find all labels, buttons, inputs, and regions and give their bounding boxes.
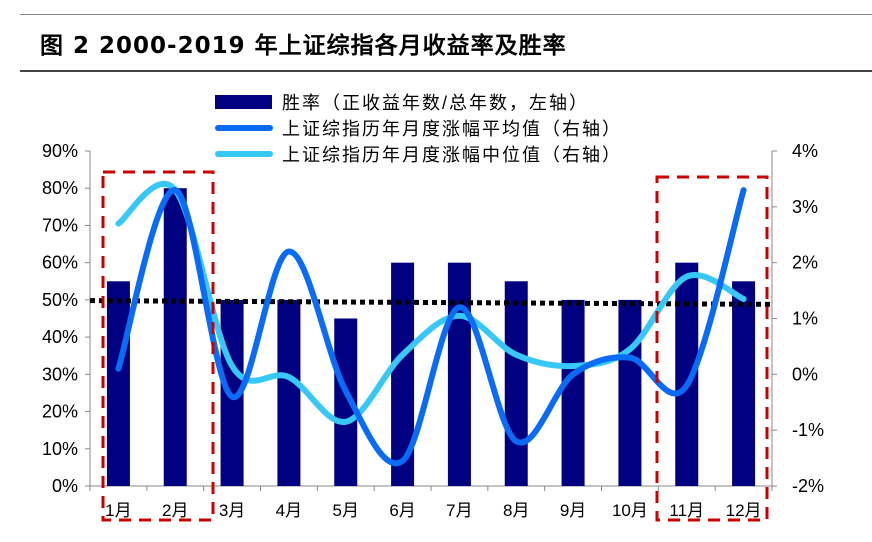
left-tick-label: 20% (42, 402, 78, 422)
x-tick-label: 1月 (105, 501, 131, 520)
bar (334, 318, 358, 486)
right-tick-label: 2% (792, 253, 818, 273)
right-tick-label: 3% (792, 197, 818, 217)
mean-line (115, 187, 747, 467)
x-tick-label: 5月 (333, 501, 359, 520)
top-rule (20, 14, 872, 15)
bar (277, 299, 301, 486)
legend-swatch-bar (215, 95, 272, 109)
right-tick-label: 1% (792, 309, 818, 329)
left-tick-label: 30% (42, 364, 78, 384)
left-tick-label: 70% (42, 215, 78, 235)
bar (675, 262, 699, 486)
x-tick-label: 7月 (446, 501, 472, 520)
title-rule (20, 70, 872, 72)
highlight-box-jan-feb (101, 170, 215, 522)
x-tick-label: 9月 (560, 501, 586, 520)
right-tick-label: 4% (792, 141, 818, 161)
x-tick-label: 10月 (612, 501, 648, 520)
bar (732, 281, 756, 486)
left-tick-label: 80% (42, 178, 78, 198)
left-tick-label: 60% (42, 253, 78, 273)
bar (561, 299, 585, 486)
legend-label: 胜率（正收益年数/总年数，左轴） (282, 93, 589, 113)
highlight-box-nov-dec (655, 175, 769, 522)
x-tick-label: 3月 (219, 501, 245, 520)
right-tick-label: -1% (792, 420, 824, 440)
bar (163, 188, 187, 486)
x-tick-label: 8月 (503, 501, 529, 520)
right-tick-label: -2% (792, 476, 824, 496)
left-tick-label: 90% (42, 141, 78, 161)
bar (106, 281, 130, 486)
right-tick-label: 0% (792, 364, 818, 384)
bar (504, 281, 528, 486)
x-tick-label: 11月 (669, 501, 704, 520)
left-tick-label: 10% (42, 439, 78, 459)
left-tick-label: 0% (52, 476, 78, 496)
legend-label: 上证综指历年月度涨幅平均值（右轴） (282, 119, 622, 139)
left-tick-label: 40% (42, 327, 78, 347)
left-tick-label: 50% (42, 290, 78, 310)
bar (447, 262, 471, 486)
legend-label: 上证综指历年月度涨幅中位值（右轴） (282, 145, 622, 165)
bar (391, 262, 415, 486)
bar (618, 299, 642, 486)
chart-title: 图 2 2000-2019 年上证综指各月收益率及胜率 (40, 33, 567, 59)
trend-line (89, 298, 773, 307)
x-tick-label: 6月 (389, 501, 415, 520)
x-tick-label: 2月 (162, 501, 188, 520)
x-tick-label: 12月 (726, 501, 762, 520)
x-tick-label: 4月 (276, 501, 302, 520)
